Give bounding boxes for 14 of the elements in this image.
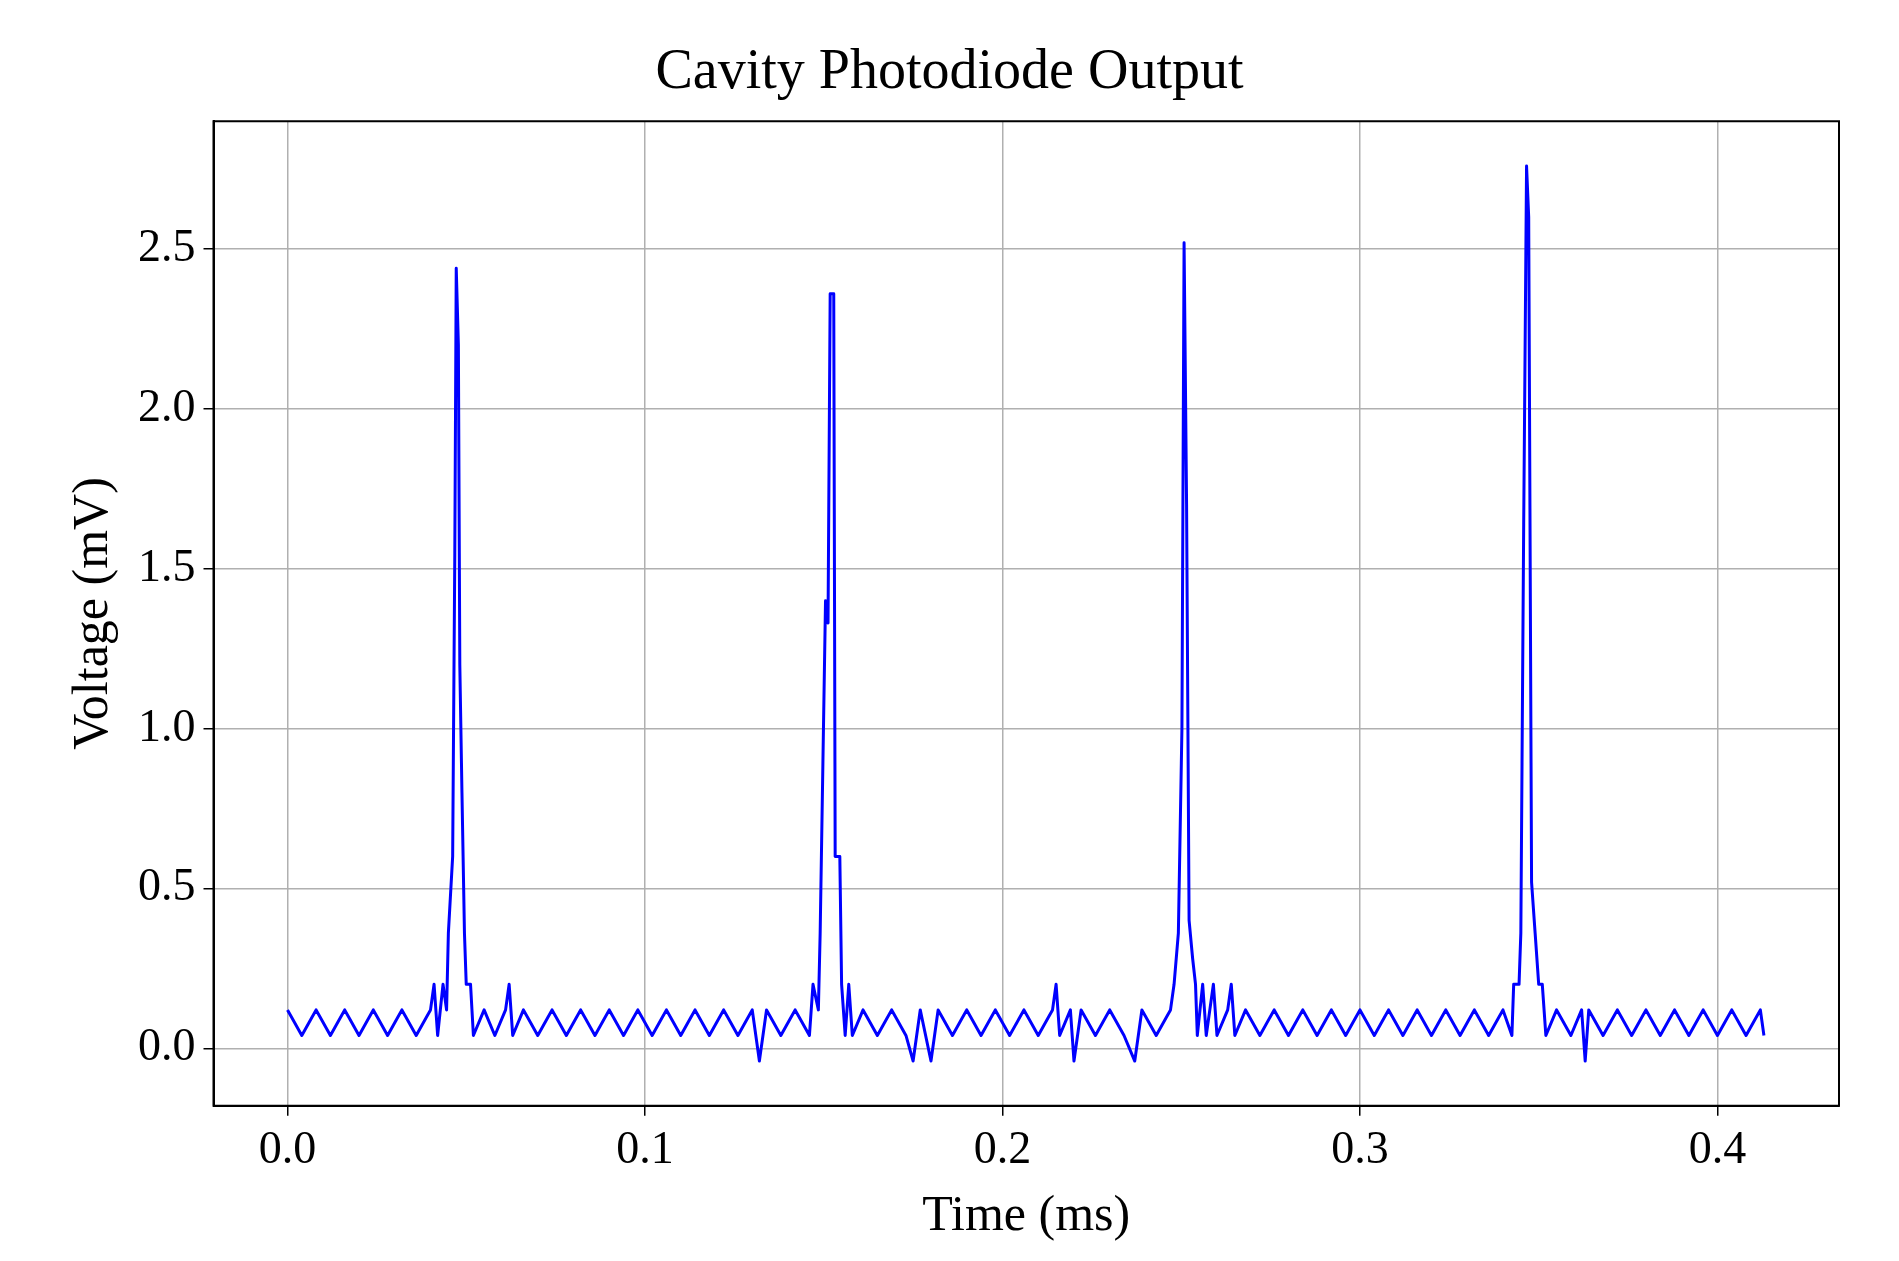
y-tick-label: 2.0 (138, 379, 196, 431)
chart-title: Cavity Photodiode Output (655, 38, 1244, 101)
y-tick-label: 2.5 (138, 220, 196, 272)
y-tick-label: 1.0 (138, 699, 196, 751)
x-tick-label: 0.1 (616, 1122, 674, 1174)
y-axis-title: Voltage (mV) (62, 477, 119, 750)
y-tick-label: 0.0 (138, 1019, 196, 1071)
x-tick-label: 0.2 (973, 1122, 1032, 1174)
x-axis-title: Time (ms) (922, 1185, 1131, 1242)
y-tick-label: 0.5 (138, 859, 196, 911)
x-tick-label: 0.0 (258, 1122, 317, 1174)
y-tick-label: 1.5 (138, 539, 196, 591)
x-tick-label: 0.4 (1688, 1122, 1747, 1174)
x-tick-label: 0.3 (1331, 1122, 1389, 1174)
